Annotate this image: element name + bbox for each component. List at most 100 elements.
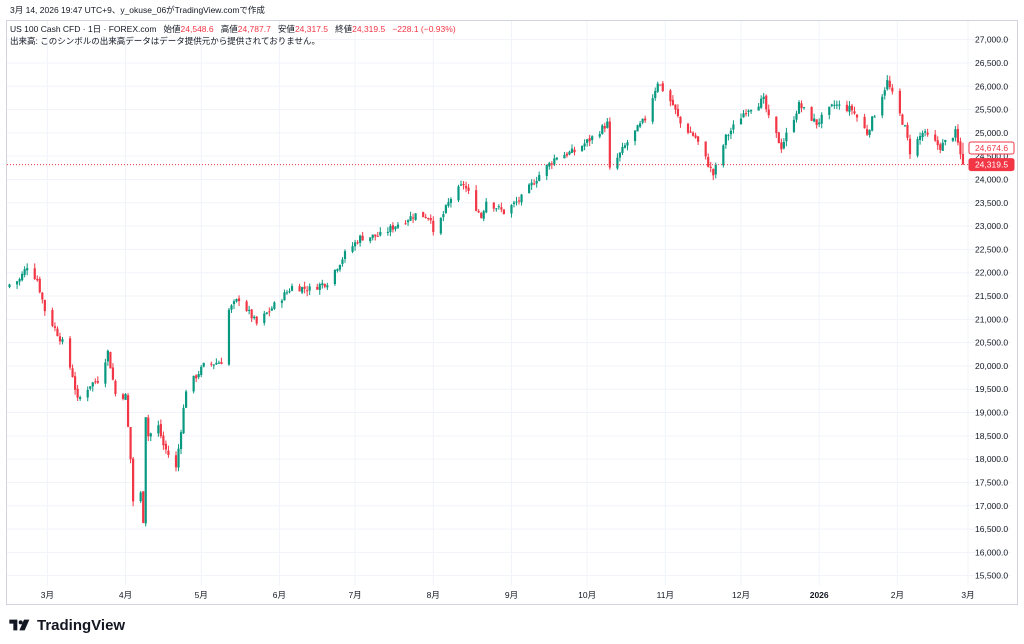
candle-body [517,200,521,202]
x-tick-label: 4月 [119,590,132,600]
candle-body [495,208,498,210]
y-tick-label: 25,000.0 [975,128,1008,138]
y-tick-label: 24,000.0 [975,174,1008,184]
candle-body [813,118,816,122]
snapshot-caption: 3月 14, 2026 19:47 UTC+9、y_okuse_06がTradi… [10,5,265,15]
candle-body [338,264,342,270]
candle-body [873,116,876,118]
candle-body [389,226,392,233]
symbol-title[interactable]: US 100 Cash CFD · 1日 · FOREX.com [10,24,157,34]
x-tick-label: 11月 [657,590,674,600]
candle-body [371,234,374,238]
candle-body [475,190,478,211]
candle-body [306,290,309,292]
y-tick-label: 19,000.0 [975,408,1008,418]
candle-body [777,132,780,144]
price-label-text: 24,319.5 [975,160,1008,170]
footer-brand[interactable]: TradingView [8,615,125,635]
candle-body [906,124,909,138]
y-tick-label: 16,000.0 [975,547,1008,557]
y-tick-label: 21,000.0 [975,314,1008,324]
candle-body [679,116,682,124]
candle-body [439,217,442,234]
candle-body [61,339,64,342]
candle-body [351,246,354,252]
candle-body [601,125,604,134]
y-tick-label: 22,500.0 [975,244,1008,254]
candle-body [686,123,690,133]
candle-body [792,119,796,132]
candle-body [533,183,536,185]
candle-body [248,309,251,311]
candle-body [424,216,427,219]
candle-body [762,96,765,100]
candle-body [447,202,450,206]
last-price-badge [968,158,1015,172]
candle-body [528,184,531,194]
candle-body [565,153,569,156]
candle-body [179,432,183,450]
candle-body [580,146,584,151]
candle-body [290,286,294,291]
candle-body [939,144,942,150]
candle-body [79,397,82,400]
candle-body [237,298,241,302]
candle-body [502,209,505,214]
candle-body [492,202,495,209]
volume-notice: 出来高: このシンボルの出来高データはデータ提供元から提供されておりません。 [10,36,320,46]
candle-body [722,145,725,166]
candle-body [18,279,21,282]
candle-body [126,395,130,427]
y-tick-label: 20,000.0 [975,361,1008,371]
candle-body [888,80,891,88]
candle-body [797,101,801,114]
candle-body [485,201,488,213]
y-tick-label: 23,000.0 [975,221,1008,231]
chart-frame[interactable] [6,20,1018,605]
candle-body [845,104,849,111]
candle-body [132,458,135,502]
candle-body [162,435,165,446]
candle-body [760,98,763,108]
candle-body [603,126,606,129]
candle-body [866,129,869,135]
candle-body [76,388,79,398]
candle-body [376,235,379,237]
candle-body [318,284,321,290]
candle-body [747,110,750,112]
candle-body [184,391,188,408]
candle-body [727,135,730,137]
x-tick-label: 8月 [427,590,440,600]
grid-layer [7,21,1011,585]
candle-body [921,132,924,138]
candle-body [477,211,480,213]
candle-body [886,80,889,90]
candle-body [898,90,901,114]
candle-body [633,130,637,142]
candle-body [626,142,629,146]
candle-body [739,118,743,125]
candle-body [588,138,591,142]
candle-body [545,165,548,176]
candle-body [177,448,180,468]
y-tick-label: 24,500.0 [975,151,1008,161]
y-tick-label: 16,500.0 [975,524,1008,534]
x-tick-label: 12月 [732,590,750,600]
candle-body [780,142,783,150]
candle-body [709,166,712,168]
candle-body [951,138,954,141]
candle-body [149,433,152,437]
candle-body [230,305,233,310]
candle-body [538,175,541,181]
candle-body [111,367,115,380]
candle-body [573,149,576,153]
candle-body [785,132,788,142]
candle-body [68,338,72,368]
y-tick-label: 20,500.0 [975,338,1008,348]
candle-body [23,269,26,275]
candle-body [217,362,220,364]
x-tick-label: 2026 [810,590,829,600]
candle-body [936,140,939,146]
candle-body [621,147,624,153]
